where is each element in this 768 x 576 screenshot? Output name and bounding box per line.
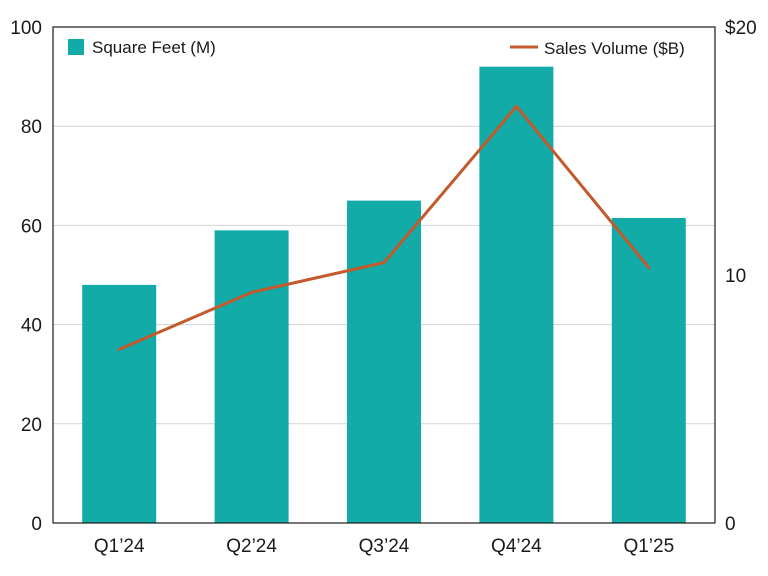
x-tick-label: Q2’24 <box>226 536 277 557</box>
bar <box>82 284 157 523</box>
y-tick-label: 0 <box>31 514 42 535</box>
x-tick-label: Q1’24 <box>94 536 145 557</box>
legend-label-square-feet: Square Feet (M) <box>92 38 216 57</box>
bar <box>611 217 686 523</box>
x-tick-label: Q1’25 <box>623 536 674 557</box>
y2-tick-label: 0 <box>725 514 736 535</box>
y-tick-label: 20 <box>21 415 42 436</box>
bars <box>82 66 686 524</box>
bar <box>479 66 554 524</box>
bar <box>214 230 289 524</box>
y-tick-label: 100 <box>10 18 42 39</box>
y-tick-label: 60 <box>21 216 42 237</box>
sales-line <box>117 104 651 351</box>
y-tick-label: 40 <box>21 316 42 337</box>
x-tick-label: Q3’24 <box>359 536 410 557</box>
y2-tick-label: $20 <box>725 18 757 39</box>
axes: 0 20 40 60 80 100 0 10 $20 Q1’24 Q2’24 Q3’24 Q4’24 Q1… <box>10 18 756 557</box>
legend-swatch-square-feet <box>68 39 84 55</box>
y2-tick-label: 10 <box>725 266 746 287</box>
x-tick-label: Q4’24 <box>491 536 542 557</box>
legend-label-sales-volume: Sales Volume ($B) <box>544 39 685 58</box>
plot-frame <box>52 26 716 524</box>
bar <box>347 200 421 523</box>
y-tick-label: 80 <box>21 117 42 138</box>
legend: Square Feet (M) Sales Volume ($B) <box>68 38 685 58</box>
